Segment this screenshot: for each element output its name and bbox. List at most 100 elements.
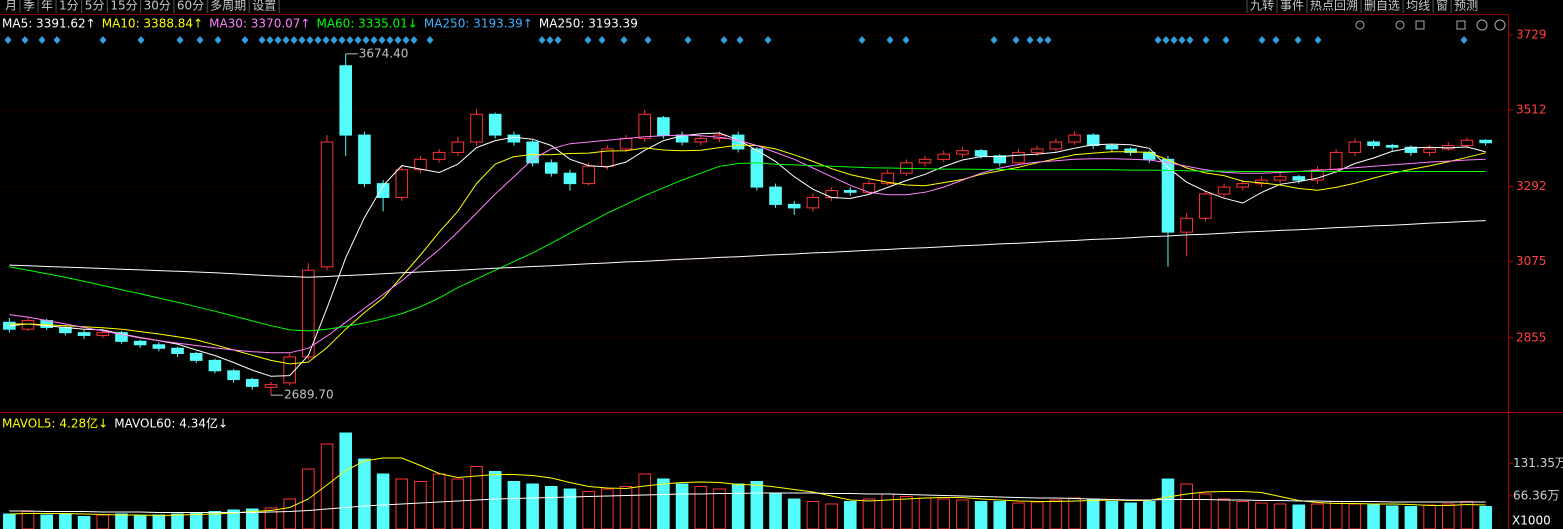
icon[interactable] (1415, 20, 1425, 30)
candle-body (544, 162, 558, 174)
toolbar-button[interactable]: 5分 (85, 0, 105, 13)
toolbar-button[interactable]: 60分 (177, 0, 204, 13)
signal-marker (538, 36, 546, 44)
volume-bar (582, 491, 595, 529)
volume-bar (40, 514, 54, 529)
toolbar-button[interactable]: 预测 (1454, 0, 1478, 13)
volume-bar (59, 513, 72, 529)
icon[interactable] (1456, 20, 1466, 30)
signal-marker (38, 36, 46, 44)
toolbar-button[interactable]: 月 (5, 0, 17, 13)
volume-bar (657, 478, 670, 529)
volume-bar (414, 481, 427, 529)
toolbar-button[interactable]: 删自选 (1364, 0, 1400, 13)
toolbar-button[interactable]: 多周期 (210, 0, 246, 13)
candle-body (1142, 151, 1156, 160)
legend-entry: MAVOL60: 4.34亿↓ (114, 416, 228, 431)
candle-body (376, 183, 390, 198)
volume-bar (1124, 502, 1137, 529)
signal-marker (1202, 36, 1210, 44)
candle-body (283, 356, 296, 384)
volume-bar (1404, 506, 1418, 529)
volume-bar (1049, 499, 1063, 529)
volume-bar (769, 493, 782, 529)
candle-body (1329, 151, 1343, 171)
signal-marker (176, 36, 184, 44)
toolbar-button[interactable]: 1分 (59, 0, 79, 13)
volume-bar (320, 443, 334, 529)
signal-marker (196, 36, 204, 44)
signal-marker (290, 36, 298, 44)
signal-marker (1012, 36, 1020, 44)
candle-body (1404, 146, 1418, 153)
annotation: 3674.40 (359, 46, 409, 60)
volume-bar (470, 466, 483, 529)
volume-bar (1460, 501, 1474, 529)
volume-bar (544, 486, 558, 529)
toolbar-button[interactable]: 事件 (1280, 0, 1304, 13)
volume-bar (1086, 498, 1100, 529)
signal-marker (1154, 36, 1162, 44)
volume-bar (488, 471, 502, 529)
signal-marker (620, 36, 628, 44)
candle-body (694, 138, 708, 143)
toolbar-button[interactable]: 年 (41, 0, 53, 13)
signal-marker (137, 36, 145, 44)
volume-bar (1348, 503, 1362, 529)
volume-bar (376, 473, 390, 529)
icon[interactable] (1476, 19, 1488, 31)
signal-marker (346, 36, 354, 44)
volume-bar (601, 488, 614, 529)
signal-marker (306, 36, 314, 44)
candle-body (582, 165, 595, 185)
toolbar-button[interactable]: 15分 (110, 0, 137, 13)
volume-bar (937, 498, 951, 529)
volume-bar (675, 483, 689, 529)
toolbar-button[interactable]: 窗 (1436, 0, 1448, 13)
volume-bar (1068, 497, 1081, 529)
volume-bar (339, 432, 353, 529)
icon[interactable] (1494, 19, 1506, 31)
volume-bar (1161, 478, 1175, 529)
icon[interactable] (1355, 20, 1365, 30)
toolbar-button[interactable]: 九转 (1250, 0, 1274, 13)
signal-marker (330, 36, 338, 44)
candle-body (1479, 139, 1492, 144)
candle-body (657, 117, 670, 136)
volume-bar (900, 496, 913, 529)
candle-body (787, 203, 801, 209)
volume-bar (694, 486, 708, 529)
toolbar-button[interactable]: 季 (23, 0, 35, 13)
signal-marker (1026, 36, 1034, 44)
volume-bar (208, 511, 222, 529)
ma-line (9, 134, 1486, 354)
volume-bar (563, 488, 577, 529)
candle-body (1030, 148, 1044, 153)
candle-body (825, 190, 838, 198)
legend-entry: MA30: 3370.07↑ (209, 17, 310, 31)
candle-body (1311, 169, 1324, 181)
signal-marker (258, 36, 266, 44)
signal-marker (1044, 36, 1052, 44)
candle-body (1217, 186, 1231, 195)
candle-body (1423, 148, 1436, 153)
candle-body (227, 370, 240, 380)
ma-line (9, 220, 1486, 278)
signal-marker (684, 36, 692, 44)
toolbar-button[interactable]: 热点回溯 (1310, 0, 1358, 13)
candle-body (974, 150, 988, 157)
legend-entry: MA5: 3391.62↑ (2, 17, 96, 31)
candle-body (956, 150, 969, 155)
icon[interactable] (1395, 20, 1405, 30)
toolbar-button[interactable]: 30分 (144, 0, 171, 13)
volume-bar (881, 493, 894, 529)
toolbar-button[interactable]: 均线 (1406, 0, 1430, 13)
signal-marker (902, 36, 910, 44)
toolbar-button[interactable]: 设置 (252, 0, 276, 13)
signal-marker (1272, 36, 1280, 44)
volume-bar (825, 503, 838, 529)
signal-marker (858, 36, 866, 44)
y-tick-label: 3292 (1516, 179, 1547, 193)
